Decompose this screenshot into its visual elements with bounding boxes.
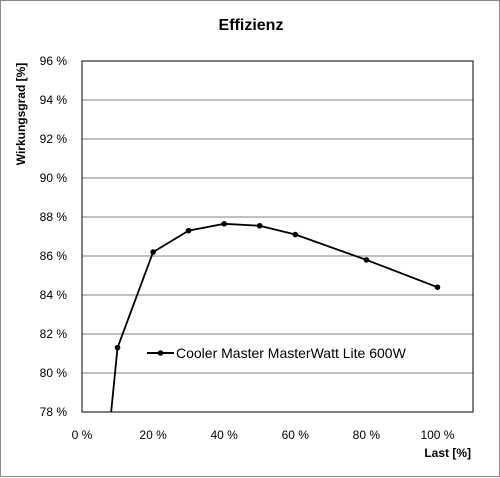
y-tick-label: 80 % <box>40 366 68 380</box>
data-point <box>256 222 263 229</box>
data-point <box>363 257 370 263</box>
y-tick-label: 92 % <box>40 132 68 146</box>
plot-area <box>81 60 474 413</box>
y-tick-label: 94 % <box>40 93 68 107</box>
series-line <box>110 222 438 413</box>
x-tick-label: 20 % <box>139 428 167 442</box>
data-point <box>185 227 192 234</box>
y-tick-label: 78 % <box>40 405 68 419</box>
data-point <box>292 231 299 238</box>
legend: Cooler Master MasterWatt Lite 600W <box>147 345 407 361</box>
legend-label: Cooler Master MasterWatt Lite 600W <box>176 345 407 361</box>
x-tick-labels: 0 % 20 % 40 % 60 % 80 % 100 % <box>72 428 455 442</box>
y-tick-label: 90 % <box>40 171 68 185</box>
y-tick-label: 84 % <box>40 288 68 302</box>
x-tick-label: 60 % <box>282 428 310 442</box>
chart-title: Effizienz <box>219 17 284 34</box>
data-point <box>114 344 121 351</box>
x-tick-label: 100 % <box>420 428 454 442</box>
grid-lines <box>82 99 473 374</box>
y-axis-title: Wirkungsgrad [%] <box>14 63 28 166</box>
data-point <box>221 221 227 227</box>
y-tick-label: 96 % <box>40 54 68 68</box>
series-layer <box>110 221 441 413</box>
y-tick-label: 82 % <box>40 327 68 341</box>
data-point <box>150 249 156 255</box>
y-tick-label: 88 % <box>40 210 68 224</box>
x-tick-label: 40 % <box>211 428 239 442</box>
y-tick-labels: 78 % 80 % 82 % 84 % 86 % 88 % 90 % 92 % 94 % 96 % <box>40 54 68 419</box>
x-tick-label: 0 % <box>72 428 93 442</box>
legend-marker-swatch <box>157 350 164 356</box>
y-tick-label: 86 % <box>40 249 68 263</box>
data-point <box>434 284 441 291</box>
x-axis-title: Last [%] <box>424 446 471 460</box>
x-tick-label: 80 % <box>353 428 381 442</box>
